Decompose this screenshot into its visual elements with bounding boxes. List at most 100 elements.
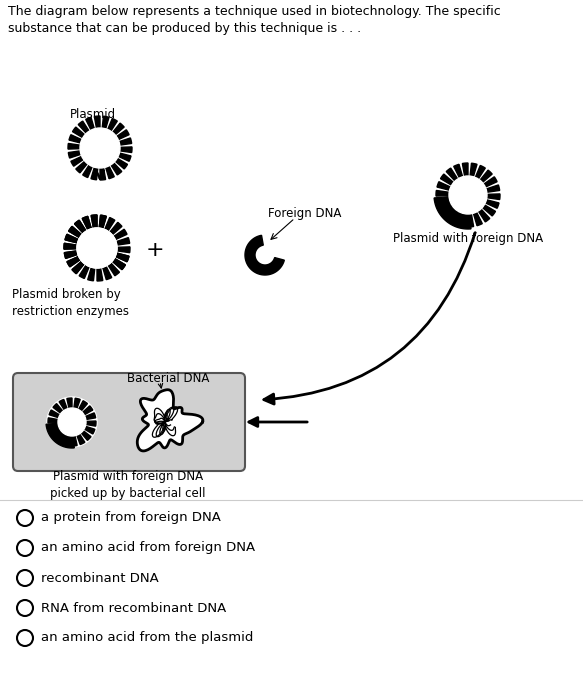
Polygon shape	[64, 435, 70, 446]
Polygon shape	[71, 156, 83, 166]
Text: recombinant DNA: recombinant DNA	[41, 571, 159, 584]
Polygon shape	[82, 216, 92, 230]
Polygon shape	[64, 244, 77, 249]
Polygon shape	[59, 400, 67, 410]
Polygon shape	[51, 429, 62, 438]
Polygon shape	[91, 215, 97, 228]
Polygon shape	[82, 216, 92, 230]
Polygon shape	[72, 435, 77, 446]
Polygon shape	[48, 424, 59, 431]
Polygon shape	[480, 170, 492, 183]
Polygon shape	[106, 166, 114, 179]
Polygon shape	[473, 212, 482, 225]
Polygon shape	[108, 262, 120, 276]
Polygon shape	[49, 410, 60, 418]
Polygon shape	[114, 229, 127, 239]
Polygon shape	[434, 197, 471, 229]
Polygon shape	[475, 165, 485, 179]
Polygon shape	[439, 203, 452, 214]
Polygon shape	[485, 199, 499, 209]
Polygon shape	[67, 256, 80, 267]
Circle shape	[63, 214, 131, 282]
Polygon shape	[120, 147, 132, 153]
Polygon shape	[116, 237, 129, 245]
Polygon shape	[74, 398, 80, 409]
Polygon shape	[87, 267, 95, 281]
Polygon shape	[69, 134, 82, 143]
Polygon shape	[115, 253, 129, 262]
Polygon shape	[65, 234, 79, 243]
Circle shape	[58, 408, 86, 436]
Polygon shape	[64, 244, 77, 249]
Polygon shape	[436, 190, 449, 196]
Polygon shape	[79, 400, 87, 412]
Polygon shape	[100, 168, 106, 180]
Polygon shape	[444, 207, 456, 220]
Polygon shape	[46, 423, 74, 448]
Polygon shape	[117, 247, 130, 253]
Polygon shape	[81, 430, 91, 440]
Circle shape	[77, 228, 117, 268]
Polygon shape	[105, 218, 115, 231]
Polygon shape	[69, 226, 82, 238]
Text: Bacterial DNA: Bacterial DNA	[127, 372, 209, 385]
Polygon shape	[69, 226, 82, 238]
Polygon shape	[108, 118, 117, 131]
Polygon shape	[459, 214, 466, 227]
Polygon shape	[119, 138, 132, 145]
Polygon shape	[67, 256, 80, 267]
Circle shape	[80, 128, 120, 168]
Polygon shape	[245, 235, 285, 275]
FancyArrowPatch shape	[264, 232, 475, 404]
Polygon shape	[451, 211, 461, 225]
Polygon shape	[113, 123, 124, 135]
Text: Plasmid with foreign DNA
picked up by bacterial cell: Plasmid with foreign DNA picked up by ba…	[50, 470, 206, 500]
Polygon shape	[91, 215, 97, 228]
Polygon shape	[137, 390, 203, 451]
Polygon shape	[78, 121, 89, 133]
Polygon shape	[115, 158, 128, 169]
Polygon shape	[478, 209, 490, 222]
Text: Plasmid: Plasmid	[70, 108, 116, 121]
Polygon shape	[117, 130, 129, 140]
Polygon shape	[436, 197, 450, 205]
Polygon shape	[484, 177, 497, 187]
Text: The diagram below represents a technique used in biotechnology. The specific
sub: The diagram below represents a technique…	[8, 5, 501, 35]
Polygon shape	[79, 265, 89, 279]
Polygon shape	[64, 251, 78, 258]
Circle shape	[67, 115, 133, 181]
Circle shape	[449, 176, 487, 214]
Polygon shape	[94, 116, 100, 128]
Polygon shape	[111, 162, 122, 175]
Polygon shape	[468, 214, 473, 227]
Polygon shape	[85, 413, 96, 419]
Polygon shape	[103, 266, 112, 280]
Polygon shape	[76, 161, 87, 173]
Polygon shape	[112, 258, 125, 270]
Polygon shape	[77, 434, 85, 444]
Polygon shape	[446, 168, 458, 181]
Text: an amino acid from the plasmid: an amino acid from the plasmid	[41, 631, 254, 645]
Polygon shape	[72, 261, 85, 274]
Polygon shape	[110, 223, 122, 235]
Polygon shape	[454, 164, 463, 178]
Polygon shape	[102, 116, 109, 129]
Polygon shape	[441, 174, 454, 186]
Polygon shape	[99, 215, 106, 229]
Circle shape	[435, 162, 501, 228]
Polygon shape	[482, 204, 496, 216]
Polygon shape	[83, 164, 92, 178]
Polygon shape	[53, 404, 63, 414]
Polygon shape	[115, 253, 129, 262]
Circle shape	[47, 397, 97, 447]
Polygon shape	[64, 251, 78, 258]
Polygon shape	[57, 433, 65, 443]
Text: +: +	[146, 240, 164, 260]
Polygon shape	[470, 163, 477, 177]
Polygon shape	[72, 127, 85, 138]
Polygon shape	[72, 261, 85, 274]
Text: Foreign DNA: Foreign DNA	[268, 207, 342, 220]
Polygon shape	[99, 215, 106, 229]
Polygon shape	[67, 398, 72, 408]
Polygon shape	[112, 258, 125, 270]
